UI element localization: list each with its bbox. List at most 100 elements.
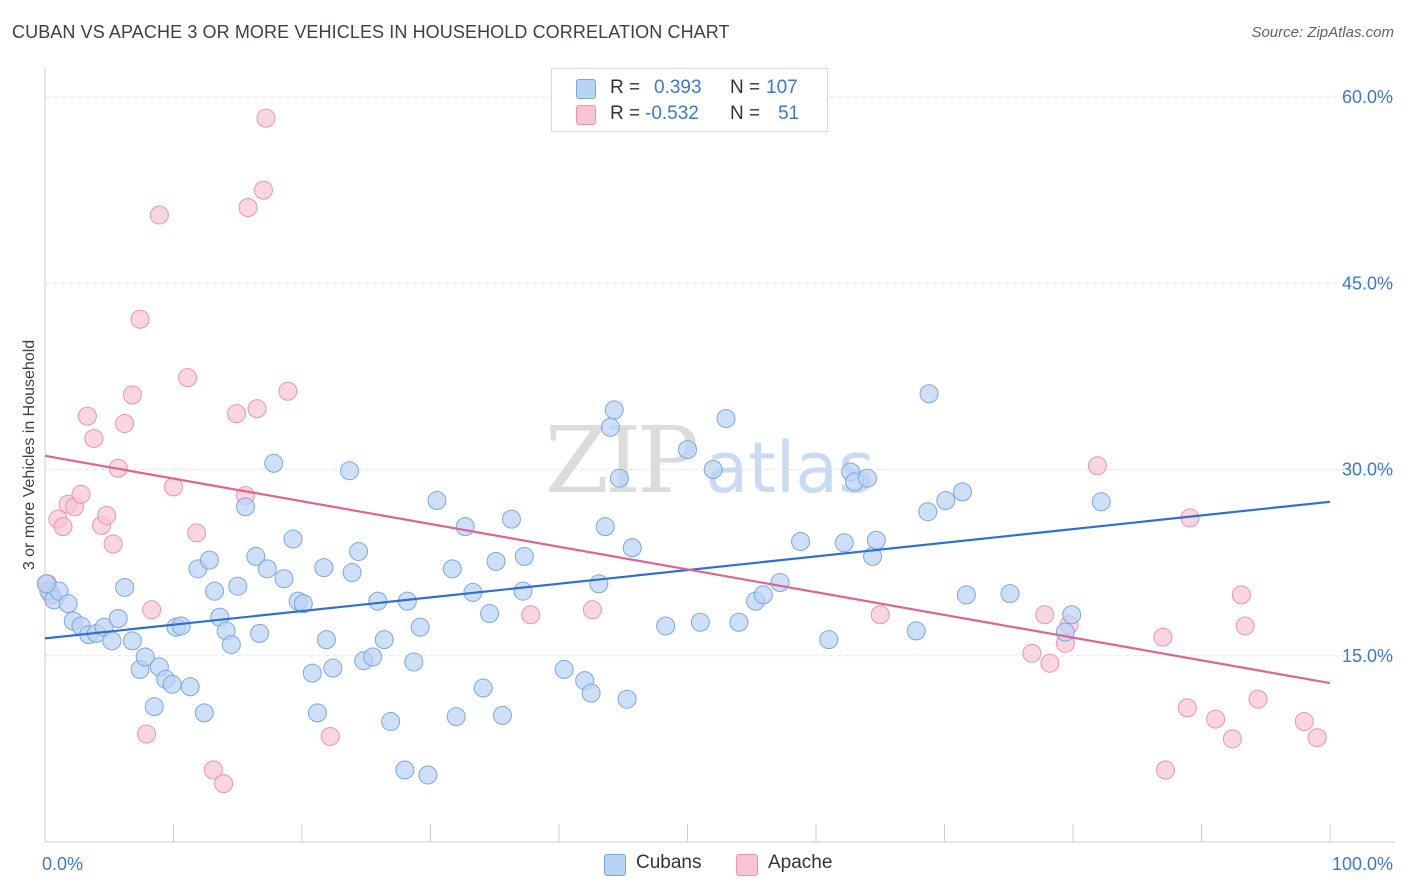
apache-point — [1035, 605, 1055, 625]
cubans-point — [956, 585, 976, 605]
cubans-points — [36, 384, 1111, 785]
apache-point — [1231, 585, 1251, 605]
cubans-point — [36, 574, 56, 594]
cubans-point — [205, 581, 225, 601]
apache-swatch — [736, 854, 758, 876]
source-label: Source: ZipAtlas.com — [1251, 24, 1394, 41]
apache-swatch — [576, 105, 596, 125]
cubans-point — [834, 533, 854, 553]
cubans-point — [58, 594, 78, 614]
x-tick-label: 0.0% — [42, 854, 83, 874]
apache-n-value: 51 — [778, 103, 800, 124]
apache-trend-line — [44, 454, 1331, 685]
cubans-point — [492, 705, 512, 725]
apache-point — [203, 760, 223, 780]
cubans-point — [115, 577, 135, 597]
apache-point — [320, 726, 340, 746]
cubans-point — [1091, 492, 1111, 512]
cubans-point — [108, 609, 128, 628]
cubans-point — [221, 635, 241, 655]
cubans-point — [307, 703, 327, 723]
cubans-point — [936, 491, 956, 511]
cubans-n-value: 107 — [766, 77, 798, 98]
apache-point — [521, 605, 541, 625]
cubans-point — [716, 409, 736, 429]
cubans-point — [314, 558, 334, 578]
apache-point — [1177, 698, 1197, 718]
cubans-point — [162, 674, 182, 694]
apache-point — [1294, 712, 1314, 732]
cubans-point — [446, 707, 466, 727]
cubans-point — [250, 623, 270, 643]
cubans-point — [604, 400, 624, 420]
cubans-point — [690, 612, 710, 632]
cubans-point — [554, 659, 574, 679]
cubans-r-value: 0.393 — [654, 77, 702, 98]
cubans-point — [473, 678, 493, 698]
cubans-point — [340, 461, 360, 481]
cubans-point — [264, 453, 284, 473]
watermark: ZIP atlas — [545, 407, 875, 514]
cubans-point — [703, 460, 723, 479]
apache-point — [130, 309, 150, 329]
y-tick-label: 60.0% — [1342, 87, 1393, 107]
cubans-point — [589, 574, 609, 594]
apache-point — [137, 724, 157, 744]
legend-n-label: N = — [730, 103, 761, 124]
cubans-point — [342, 563, 362, 583]
apache-point — [1222, 729, 1242, 749]
cubans-point — [228, 576, 248, 596]
legend-r-label: R = — [610, 77, 641, 98]
cubans-point — [180, 677, 200, 697]
cubans-point — [919, 384, 939, 404]
apache-point — [122, 385, 142, 405]
cubans-point — [678, 440, 697, 460]
cubans-point — [199, 550, 219, 570]
apache-point — [77, 406, 97, 426]
cubans-point — [622, 538, 642, 558]
cubans-point — [952, 482, 972, 502]
cubans-point — [316, 630, 336, 650]
legend-r-label: R = — [610, 103, 641, 124]
cubans-point — [581, 683, 601, 703]
cubans-point — [418, 765, 438, 785]
tick-labels: 15.0% 30.0% 45.0% 60.0% 0.0% 100.0% — [42, 87, 1393, 874]
cubans-point — [349, 541, 369, 561]
cubans-point — [381, 712, 401, 732]
cubans-point — [404, 652, 424, 672]
cubans-point — [480, 604, 500, 624]
legend-n-label: N = — [730, 77, 761, 98]
cubans-point — [1000, 584, 1020, 604]
cubans-point — [600, 417, 620, 437]
gridlines — [45, 96, 1395, 657]
cubans-point — [770, 572, 790, 592]
apache-point — [1206, 709, 1226, 729]
cubans-point — [906, 621, 926, 641]
cubans-point — [283, 529, 303, 549]
apache-point — [1040, 653, 1060, 673]
apache-point — [53, 517, 73, 537]
apache-point — [582, 600, 602, 620]
apache-point — [149, 205, 169, 225]
cubans-point — [819, 630, 839, 650]
cubans-point — [374, 630, 394, 650]
apache-r-value: -0.532 — [645, 103, 699, 124]
cubans-point — [501, 509, 521, 529]
cubans-point — [866, 530, 886, 550]
apache-point — [238, 198, 258, 218]
cubans-point — [656, 616, 676, 636]
cubans-point — [171, 616, 191, 636]
watermark-zip: ZIP — [545, 407, 696, 514]
apache-point — [247, 399, 267, 419]
apache-point — [1248, 689, 1268, 709]
cubans-point — [246, 546, 266, 566]
apache-point — [142, 600, 162, 620]
apache-point — [278, 381, 298, 401]
cubans-point — [609, 468, 629, 488]
apache-point — [84, 428, 104, 448]
cubans-point — [455, 517, 475, 537]
apache-point — [256, 108, 276, 128]
apache-point — [870, 605, 890, 625]
cubans-point — [135, 647, 155, 667]
